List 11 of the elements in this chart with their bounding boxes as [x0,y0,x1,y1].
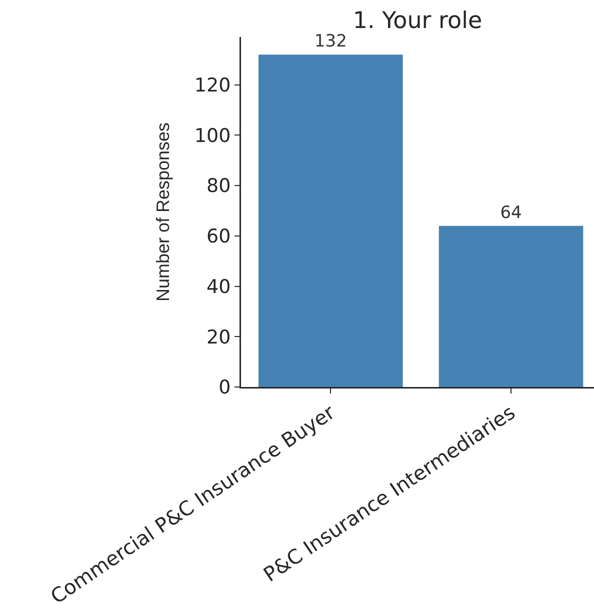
y-axis-title: Number of Responses [152,122,173,302]
y-tick-label: 40 [206,276,231,298]
y-tick-label: 60 [206,226,231,248]
y-tick-label: 20 [206,326,231,348]
data-label: 132 [314,32,347,52]
y-tick-label: 80 [206,175,231,198]
y-tick-label: 120 [194,74,231,96]
y-tick-label: 100 [194,124,231,147]
data-label: 64 [500,202,522,223]
chart-title: 1. Your role [352,8,482,34]
y-tick-label: 0 [218,376,231,399]
